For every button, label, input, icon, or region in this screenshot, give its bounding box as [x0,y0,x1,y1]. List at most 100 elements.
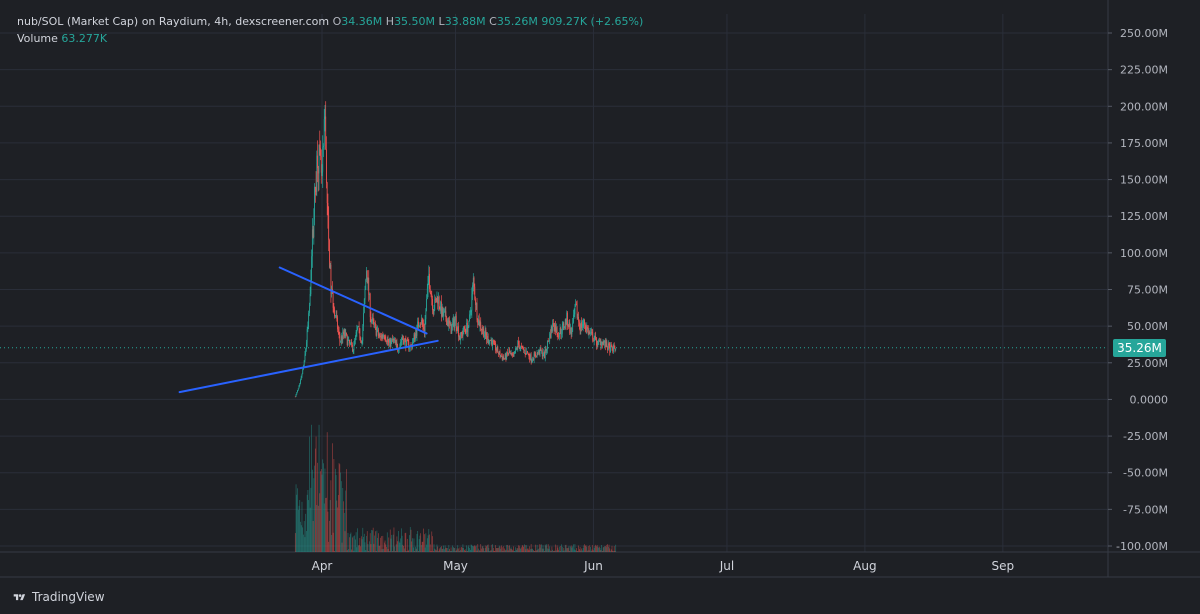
volume-bar [357,528,358,552]
volume-bar [392,551,393,552]
volume-bar [437,546,439,552]
candle-body [372,317,373,322]
close-label: C [489,15,497,28]
volume-bar [380,537,381,552]
volume-bar [361,539,363,552]
candle-body [334,309,336,317]
volume-bar [382,535,384,552]
candle-body [481,328,482,331]
candle-body [567,312,568,326]
candle-body [446,320,448,326]
candle-body [426,298,427,312]
volume-bar [516,547,518,552]
candle-body [311,229,313,257]
volume-bar [357,545,359,552]
volume-bar [587,550,588,552]
candle-body [308,305,310,314]
candle-body [570,327,571,334]
candle-body [358,326,360,329]
volume-bar [597,546,599,552]
candle-body [427,275,429,289]
volume-bar [426,538,428,552]
volume-bar [329,520,330,552]
candle-body [306,342,307,349]
candle-body [320,147,321,156]
candle-body [402,338,404,340]
candle-body [604,340,606,347]
candle-body [498,352,499,355]
candle-body [552,323,554,332]
tradingview-brand[interactable]: TradingView [12,590,105,604]
volume-bar [490,550,492,552]
volume-bar [507,544,508,552]
volume-bar [399,542,401,552]
volume-bar [426,544,427,552]
volume-bar [571,547,573,552]
candle-body [536,353,538,358]
volume-bar [376,530,378,552]
candle-body [486,336,488,340]
candle-body [569,322,571,334]
candle-body [584,319,585,325]
volume-bar [337,507,338,552]
volume-bar [439,547,441,552]
volume-bar [536,544,538,552]
candle-body [429,288,431,294]
candle-body [575,303,577,307]
volume-bar [580,550,582,552]
candle-body [327,202,329,216]
volume-bar [319,493,321,552]
candle-body [524,350,525,352]
candle-body [351,342,353,345]
candle-body [391,339,393,341]
volume-bar [322,459,324,552]
volume-bar [321,474,323,552]
volume-bar [411,541,413,552]
volume-bar [486,546,487,552]
candle-body [350,342,352,344]
volume-bar [422,541,424,552]
candle-body [551,327,553,332]
volume-bar [582,548,584,552]
candle-body [415,333,416,340]
price-axis[interactable]: 250.00M 225.00M 200.00M 175.00M 150.00M 125.0… [1108,27,1168,553]
volume-bar [446,548,448,552]
volume-bar [599,546,600,552]
candle-body [575,303,577,306]
time-axis[interactable]: Apr May Jun Jul Aug Sep [312,559,1015,573]
candle-body [379,335,381,337]
candle-body [503,357,505,359]
candle-body [596,345,598,347]
high-value: 35.50M [394,15,436,28]
volume-bar [555,544,556,552]
candle-body [444,311,446,313]
candle-body [587,328,589,335]
candle-body [453,318,455,328]
price-tick-label: 25.00M [1127,357,1168,370]
candle-body [564,326,565,329]
candle-body [401,338,403,341]
volume-bar [406,538,408,552]
candle-body [313,219,315,238]
volume-bar [307,489,309,552]
time-tick-label: May [443,559,468,573]
candle-body [501,356,503,360]
volume-bar [452,547,454,552]
volume-bar [584,545,586,552]
volume-bar [418,539,420,552]
candle-body [375,325,377,336]
volume-bar [354,535,355,552]
volume-bar [492,544,493,552]
candle-body [556,327,558,335]
candle-body [395,340,396,344]
volume-bar [472,545,473,552]
volume-bar [482,546,484,552]
candle-body [349,339,350,344]
candle-body [297,390,298,393]
candle-body [505,354,507,360]
candle-body [604,340,605,343]
candle-body [489,340,491,342]
candle-body [544,351,545,359]
candle-body [550,333,551,338]
